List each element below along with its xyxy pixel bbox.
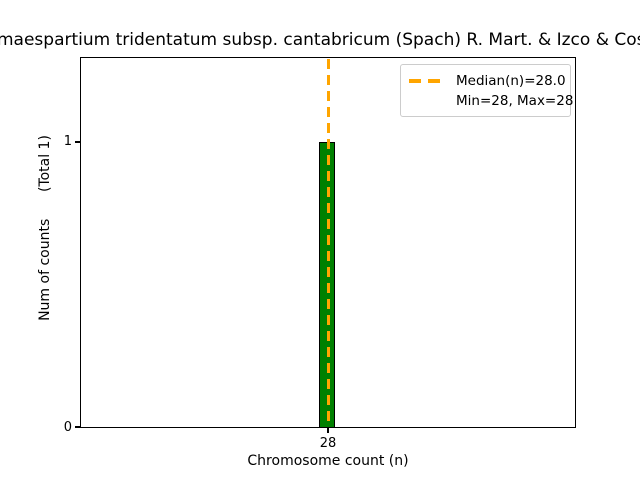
y-tick-label-1: 1 bbox=[63, 134, 72, 149]
median-dashed-line bbox=[327, 59, 330, 427]
plot-area bbox=[80, 57, 576, 428]
x-axis-label: Chromosome count (n) bbox=[247, 453, 409, 469]
y-tick-label-0: 0 bbox=[63, 420, 72, 435]
legend-label-median: Median(n)=28.0 bbox=[456, 73, 566, 89]
orange-dashed-line-icon bbox=[409, 79, 446, 83]
legend-marker-empty bbox=[409, 99, 446, 103]
legend: Median(n)=28.0 Min=28, Max=28 bbox=[400, 64, 573, 117]
y-axis-label: Num of counts (Total 1) bbox=[37, 135, 53, 321]
legend-row-median: Median(n)=28.0 bbox=[409, 71, 566, 91]
x-tick-mark-28 bbox=[327, 428, 329, 433]
legend-label-minmax: Min=28, Max=28 bbox=[456, 93, 574, 109]
y-tick-mark-1 bbox=[75, 141, 80, 143]
x-tick-label-28: 28 bbox=[319, 436, 337, 451]
chart-title: maespartium tridentatum subsp. cantabric… bbox=[0, 30, 640, 50]
legend-row-minmax: Min=28, Max=28 bbox=[409, 91, 573, 111]
y-tick-mark-0 bbox=[75, 426, 80, 428]
